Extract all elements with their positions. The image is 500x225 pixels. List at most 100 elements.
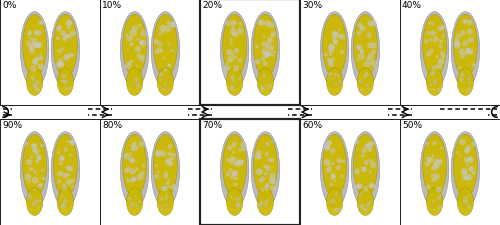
Circle shape xyxy=(358,54,364,61)
Circle shape xyxy=(324,144,330,150)
Circle shape xyxy=(360,207,363,209)
Circle shape xyxy=(265,48,268,51)
Circle shape xyxy=(432,67,436,71)
Circle shape xyxy=(361,148,366,153)
Circle shape xyxy=(263,165,268,169)
Circle shape xyxy=(325,140,332,147)
Circle shape xyxy=(29,167,34,171)
Circle shape xyxy=(340,175,344,178)
Circle shape xyxy=(258,20,265,27)
Bar xyxy=(300,119,400,225)
Circle shape xyxy=(258,21,263,26)
Circle shape xyxy=(328,166,332,169)
Circle shape xyxy=(162,205,164,208)
Ellipse shape xyxy=(257,188,274,216)
Circle shape xyxy=(61,156,65,160)
Circle shape xyxy=(230,29,236,35)
Circle shape xyxy=(424,40,428,45)
Ellipse shape xyxy=(222,135,246,197)
Ellipse shape xyxy=(126,188,143,216)
Circle shape xyxy=(59,162,63,166)
Circle shape xyxy=(156,150,163,157)
Circle shape xyxy=(366,85,369,88)
Circle shape xyxy=(462,41,468,47)
Circle shape xyxy=(464,177,468,181)
Circle shape xyxy=(363,207,368,212)
Ellipse shape xyxy=(357,188,374,216)
Circle shape xyxy=(434,162,440,168)
Circle shape xyxy=(472,171,476,175)
Circle shape xyxy=(32,144,38,149)
Circle shape xyxy=(369,184,372,187)
Circle shape xyxy=(130,204,134,208)
Circle shape xyxy=(163,173,168,179)
Circle shape xyxy=(467,88,471,92)
Circle shape xyxy=(373,65,376,68)
Circle shape xyxy=(157,171,160,173)
Circle shape xyxy=(460,73,465,78)
Bar xyxy=(100,119,200,225)
Ellipse shape xyxy=(420,132,449,208)
Circle shape xyxy=(368,141,374,146)
Circle shape xyxy=(68,141,71,144)
Circle shape xyxy=(36,88,40,93)
Circle shape xyxy=(472,65,475,68)
Circle shape xyxy=(237,28,244,35)
Circle shape xyxy=(24,174,32,181)
Circle shape xyxy=(330,174,336,180)
Circle shape xyxy=(42,177,46,181)
Circle shape xyxy=(372,184,376,188)
Bar xyxy=(100,119,200,225)
Circle shape xyxy=(141,29,144,32)
Circle shape xyxy=(231,171,237,176)
Circle shape xyxy=(354,140,359,145)
Bar xyxy=(300,0,400,106)
Circle shape xyxy=(268,158,272,163)
Circle shape xyxy=(262,74,266,78)
Circle shape xyxy=(38,157,42,161)
Text: 30%: 30% xyxy=(302,2,322,10)
Ellipse shape xyxy=(326,69,343,96)
Circle shape xyxy=(136,84,138,86)
Bar xyxy=(0,119,100,225)
Circle shape xyxy=(431,194,433,196)
Bar xyxy=(100,0,200,106)
Circle shape xyxy=(36,81,40,85)
Circle shape xyxy=(462,168,468,174)
Ellipse shape xyxy=(151,132,180,208)
Circle shape xyxy=(32,177,38,184)
Ellipse shape xyxy=(222,15,246,78)
Circle shape xyxy=(232,34,234,37)
Circle shape xyxy=(154,174,159,179)
Circle shape xyxy=(326,167,332,173)
Circle shape xyxy=(36,155,42,161)
Circle shape xyxy=(68,166,73,172)
Circle shape xyxy=(262,62,268,67)
Circle shape xyxy=(360,27,362,30)
Circle shape xyxy=(236,160,243,166)
Circle shape xyxy=(263,201,268,205)
Circle shape xyxy=(454,43,460,50)
Circle shape xyxy=(70,140,75,146)
Ellipse shape xyxy=(426,188,443,216)
Ellipse shape xyxy=(457,188,473,216)
Circle shape xyxy=(336,158,340,162)
Circle shape xyxy=(467,78,470,81)
Circle shape xyxy=(168,64,170,67)
Circle shape xyxy=(331,199,336,203)
Circle shape xyxy=(366,143,372,149)
Circle shape xyxy=(129,168,136,175)
Bar xyxy=(0,0,100,106)
Ellipse shape xyxy=(254,15,278,78)
Circle shape xyxy=(56,151,60,154)
Circle shape xyxy=(142,56,144,59)
Circle shape xyxy=(358,23,363,29)
Ellipse shape xyxy=(157,69,174,96)
Circle shape xyxy=(232,23,235,26)
Circle shape xyxy=(236,197,240,201)
Circle shape xyxy=(438,194,442,197)
Circle shape xyxy=(70,179,75,183)
Circle shape xyxy=(168,152,172,157)
Circle shape xyxy=(164,194,168,197)
Circle shape xyxy=(135,47,141,53)
